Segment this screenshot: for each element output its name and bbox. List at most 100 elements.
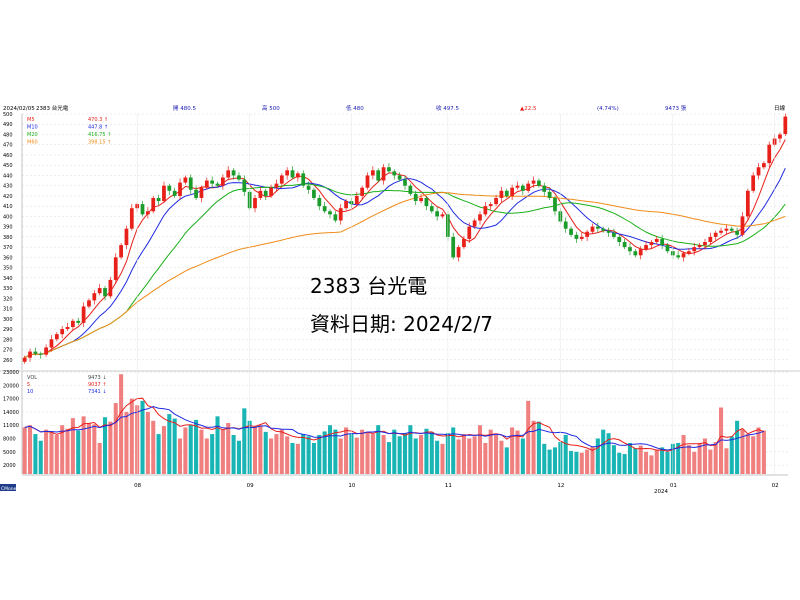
volume-bar [456, 439, 461, 474]
volume-bar [119, 374, 124, 474]
price-legend-name: M60 [27, 140, 38, 146]
month-label: 10 [348, 483, 355, 489]
volume-bar [344, 427, 349, 474]
volume-bar [183, 427, 188, 474]
volume-bar [60, 425, 65, 474]
volume-bar [76, 430, 81, 474]
volume-bar [633, 448, 638, 474]
volume-bar [263, 431, 268, 474]
price-tick-label: 490 [3, 122, 13, 128]
volume-legend-value: 9037 ↑ [88, 382, 107, 388]
candle-body [606, 230, 611, 233]
candle-body [290, 170, 295, 178]
overlay-date: 資料日期: 2024/2/7 [310, 312, 493, 336]
candle-body [429, 206, 434, 212]
volume-bar [210, 434, 215, 474]
volume-bar [242, 408, 247, 474]
volume-bar [515, 430, 520, 474]
header-low: 低 480 [346, 104, 364, 112]
candle-body [435, 211, 440, 217]
volume-bar [472, 436, 477, 474]
volume-bar [306, 436, 311, 474]
volume-bar [665, 451, 670, 474]
candle-body [103, 288, 107, 297]
volume-bar [595, 438, 600, 474]
volume-bar [258, 425, 263, 474]
volume-bar [435, 440, 440, 474]
candle-body [279, 175, 284, 184]
price-tick-label: 440 [3, 173, 13, 179]
candle-body [92, 293, 97, 301]
header-change: ▲22.5 [520, 106, 537, 112]
volume-bar [113, 403, 118, 474]
volume-bar [129, 398, 134, 474]
candle-body [531, 180, 536, 184]
candle-body [649, 242, 654, 246]
volume-bar [547, 449, 552, 474]
candle-body [676, 255, 681, 258]
volume-bar [33, 434, 38, 474]
volume-ma10-line [24, 405, 765, 451]
header-period: 日線 [774, 104, 786, 112]
candle-body [735, 230, 739, 235]
candle-body [199, 187, 204, 198]
candle-body [65, 326, 70, 330]
candle-body [740, 216, 745, 235]
volume-bar [686, 445, 691, 474]
volume-bar [483, 442, 488, 474]
ma60-line [24, 191, 786, 359]
volume-bar [381, 434, 386, 474]
volume-bar [269, 438, 274, 474]
candle-body [585, 231, 590, 237]
volume-bar [252, 427, 258, 474]
candle-body [419, 197, 423, 202]
candle-body [467, 226, 472, 239]
volume-bar [499, 440, 504, 474]
candle-body [285, 170, 290, 176]
price-tick-label: 450 [3, 163, 13, 169]
candle-body [146, 211, 150, 215]
volume-bar [370, 434, 375, 474]
volume-bar [140, 400, 145, 474]
volume-bar [627, 442, 633, 474]
candle-body [547, 191, 552, 198]
candle-body [488, 204, 493, 207]
candle-body [644, 245, 648, 250]
month-label: 12 [557, 483, 564, 489]
volume-bar [167, 414, 172, 474]
volume-bar [54, 434, 59, 474]
volume-bar [676, 442, 681, 474]
candle-body [483, 206, 488, 215]
month-label: 08 [134, 483, 141, 489]
volume-bar [397, 436, 402, 474]
candle-body [210, 180, 215, 184]
candle-body [215, 183, 220, 186]
volume-bar [124, 411, 129, 474]
volume-bar [408, 425, 413, 474]
volume-bar [510, 427, 515, 474]
candle-body [751, 175, 756, 191]
candle-body [456, 247, 461, 258]
volume-bar [215, 416, 220, 474]
volume-bar [285, 436, 290, 474]
candle-body [33, 351, 38, 354]
candle-body [713, 232, 718, 237]
candle-body [392, 171, 397, 176]
candle-body [167, 185, 172, 191]
volume-bar [327, 425, 333, 474]
volume-bar [579, 452, 584, 474]
volume-bar [660, 447, 665, 474]
volume-bar [274, 434, 279, 474]
price-tick-label: 300 [3, 317, 13, 323]
candle-body [253, 197, 257, 209]
candle-body [767, 144, 772, 164]
volume-bar [231, 434, 236, 474]
candle-body [381, 167, 386, 181]
candle-body [515, 185, 520, 188]
volume-tick-label: 2000 [3, 463, 16, 469]
volume-bar [729, 436, 734, 474]
volume-bar [354, 437, 359, 474]
volume-bar [301, 434, 306, 474]
year-label: 2024 [654, 489, 668, 495]
cmoney-badge-label: CMoney [1, 486, 19, 492]
